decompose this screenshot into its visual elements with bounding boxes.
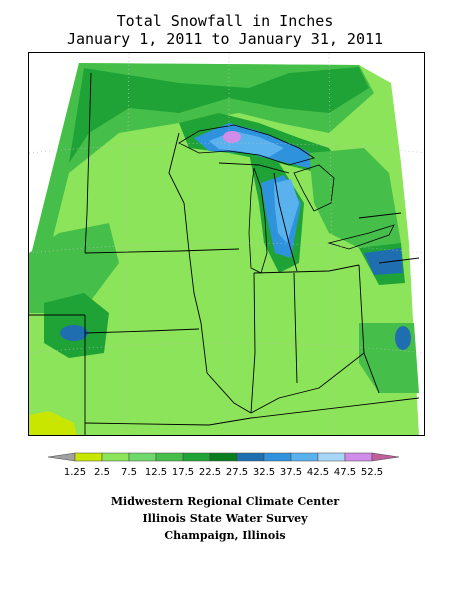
legend-tick-label: 37.5 xyxy=(280,467,302,478)
legend-color-bin xyxy=(263,452,292,462)
legend-tick-label: 2.5 xyxy=(94,467,110,478)
legend-color-bin xyxy=(74,452,103,462)
snowfall-area-north-darkgreen xyxy=(69,67,369,163)
legend-color-bin xyxy=(344,452,373,462)
legend-color-bin xyxy=(371,452,400,462)
legend-tick-label: 12.5 xyxy=(145,467,167,478)
state-borders xyxy=(29,72,420,435)
snowfall-area-west-green xyxy=(29,223,119,313)
legend-tick-label: 7.5 xyxy=(121,467,137,478)
snowfall-area-lake-michigan-lightblue xyxy=(274,179,299,243)
snowfall-legend: 1.25 2.5 7.5 12.5 17.5 22.5 27.5 32.5 37.5 42.5 47… xyxy=(47,452,400,478)
legend-color-bin xyxy=(47,452,76,462)
snowfall-area-east-green xyxy=(309,148,401,253)
legend-color-bin xyxy=(155,452,184,462)
snowfall-area-east-blue xyxy=(364,248,403,275)
map-title-line-2: January 1, 2011 to January 31, 2011 xyxy=(66,30,384,48)
snowfall-map xyxy=(28,52,425,436)
lake-huron xyxy=(293,164,335,212)
legend-color-bin xyxy=(290,452,319,462)
legend-tick-label: 22.5 xyxy=(199,467,221,478)
credit-line-2: Illinois State Water Survey xyxy=(142,512,308,525)
legend-color-bin xyxy=(182,452,211,462)
legend-tick-label: 27.5 xyxy=(226,467,248,478)
lake-superior xyxy=(178,124,315,166)
credit-line-1: Midwestern Regional Climate Center xyxy=(110,495,340,508)
snowfall-spot-southeast-blue xyxy=(395,326,411,350)
legend-tick-label: 32.5 xyxy=(253,467,275,478)
snowfall-area-kansas-yellow xyxy=(29,411,77,435)
legend-tick-label: 17.5 xyxy=(172,467,194,478)
legend-tick-label: 47.5 xyxy=(334,467,356,478)
snowfall-spot-southwest-blue xyxy=(60,325,88,341)
legend-tick-label: 42.5 xyxy=(307,467,329,478)
map-title-line-1: Total Snowfall in Inches xyxy=(116,12,334,30)
credit-line-3: Champaign, Illinois xyxy=(164,529,286,542)
graticule xyxy=(29,53,424,435)
lake-erie xyxy=(327,224,395,250)
snowfall-map-canvas xyxy=(29,53,424,435)
legend-color-bin xyxy=(128,452,157,462)
legend-color-bin xyxy=(209,452,238,462)
legend-tick-label: 52.5 xyxy=(361,467,383,478)
legend-color-bin xyxy=(236,452,265,462)
snowfall-spot-superior-purple xyxy=(223,131,241,143)
legend-tick-label: 1.25 xyxy=(64,467,86,478)
legend-color-bin xyxy=(317,452,346,462)
legend-color-bin xyxy=(101,452,130,462)
